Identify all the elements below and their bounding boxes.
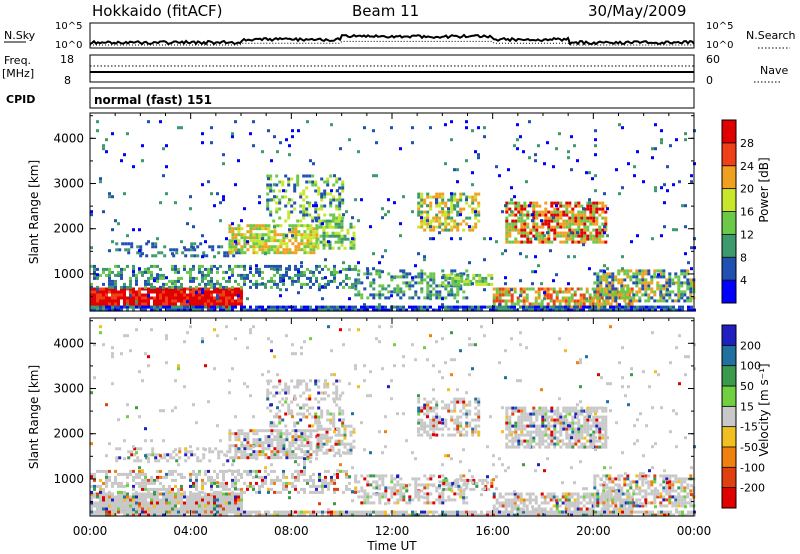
colorbar-segment <box>722 447 736 468</box>
power-heatmap <box>90 120 696 312</box>
noise-tick-bottom: 10^0 <box>55 40 82 51</box>
nave-tick-bottom: 0 <box>706 74 713 87</box>
colorbar-segment <box>722 325 736 346</box>
velocity-colorbar: 200 100 50 15 -15 -50 -100 -200 <box>721 324 765 509</box>
y-tick-label: 1000 <box>53 472 84 486</box>
colorbar-segment <box>722 280 736 304</box>
cpid-label: CPID <box>6 93 35 106</box>
colorbar-segment <box>722 211 736 235</box>
noise-tick-top-right: 10^5 <box>706 21 733 32</box>
x-axis: 00:00 04:00 08:00 12:00 16:00 20:00 00:00 <box>73 113 712 538</box>
velocity-colorbar-label: Velocity [m s⁻¹] <box>757 363 771 456</box>
y-tick-label: 3000 <box>53 382 84 396</box>
freq-tick-top: 18 <box>60 53 74 66</box>
cpid-value: normal (fast) 151 <box>94 93 212 107</box>
colorbar-segment <box>722 365 736 387</box>
x-tick-label: 04:00 <box>173 524 208 538</box>
colorbar-tick-label: 8 <box>740 251 747 264</box>
power-colorbar-label: Power [dB] <box>757 157 771 222</box>
colorbar-tick-label: 16 <box>740 206 754 219</box>
x-tick-label: 00:00 <box>73 524 108 538</box>
colorbar-tick-label: 24 <box>740 160 754 173</box>
colorbar-tick-label: 15 <box>740 400 754 413</box>
freq-label: Freq. <box>4 54 31 67</box>
colorbar-segment <box>722 467 736 489</box>
y-tick-label: 2000 <box>53 427 84 441</box>
noise-search-series <box>90 40 694 46</box>
colorbar-tick-label: -200 <box>740 482 765 495</box>
x-axis-label: Time UT <box>366 539 417 553</box>
date-label: 30/May/2009 <box>588 2 686 20</box>
x-tick-label: 16:00 <box>475 524 510 538</box>
velocity-ylabel: Slant Range [km] <box>27 365 41 469</box>
nave-tick-top: 60 <box>706 53 720 66</box>
colorbar-tick-label: -100 <box>740 461 765 474</box>
radar-title: Hokkaido (fitACF) <box>92 2 223 20</box>
velocity-panel: 1000 2000 3000 4000 Slant Range [km] 200 100… <box>27 317 771 517</box>
colorbar-segment <box>722 142 736 167</box>
noise-tick-top: 10^5 <box>55 21 82 32</box>
freq-unit-label: [MHz] <box>2 67 34 80</box>
colorbar-segment <box>722 345 736 367</box>
colorbar-tick-label: -15 <box>740 421 758 434</box>
noise-panel: N.Sky 10^5 10^0 10^5 10^0 N.Search <box>4 21 796 51</box>
beam-label: Beam 11 <box>352 2 419 20</box>
colorbar-tick-label: 20 <box>740 183 754 196</box>
colorbar-segment <box>722 487 736 509</box>
y-tick-label: 4000 <box>53 131 84 145</box>
y-tick-label: 4000 <box>53 336 84 350</box>
power-panel: 1000 2000 3000 4000 Slant Range [km] 4 8 12 16… <box>27 112 771 312</box>
noise-tick-bottom-right: 10^0 <box>706 40 733 51</box>
colorbar-segment <box>722 386 736 407</box>
colorbar-segment <box>722 120 736 144</box>
x-tick-label: 12:00 <box>375 524 410 538</box>
colorbar-tick-label: 100 <box>740 360 761 373</box>
y-tick-label: 2000 <box>53 222 84 236</box>
power-ylabel: Slant Range [km] <box>27 160 41 264</box>
colorbar-segment <box>722 257 736 281</box>
colorbar-tick-label: 12 <box>740 228 754 241</box>
colorbar-segment <box>722 426 736 448</box>
x-tick-label: 00:00 <box>677 524 712 538</box>
colorbar-segment <box>722 234 736 258</box>
cpid-panel: CPID normal (fast) 151 <box>6 87 695 109</box>
colorbar-segment <box>722 406 736 428</box>
colorbar-tick-label: 50 <box>740 380 754 393</box>
colorbar-tick-label: 4 <box>740 274 747 287</box>
noise-search-label: N.Search <box>746 29 796 42</box>
colorbar-tick-label: 28 <box>740 137 754 150</box>
colorbar-segment <box>722 165 736 190</box>
colorbar-segment <box>722 188 736 212</box>
freq-tick-bottom: 8 <box>64 74 71 87</box>
colorbar-tick-label: 200 <box>740 339 761 352</box>
noise-sky-series <box>89 33 695 46</box>
x-tick-label: 08:00 <box>274 524 309 538</box>
colorbar-tick-label: -50 <box>740 441 758 454</box>
noise-sky-label: N.Sky <box>4 29 36 42</box>
velocity-heatmap <box>90 325 696 517</box>
frequency-panel: Freq. [MHz] 18 8 60 0 Nave <box>2 53 788 87</box>
y-tick-label: 3000 <box>53 177 84 191</box>
y-tick-label: 1000 <box>53 267 84 281</box>
power-colorbar: 4 8 12 16 20 24 28 <box>721 119 754 304</box>
x-tick-label: 20:00 <box>576 524 611 538</box>
nave-label: Nave <box>760 64 788 77</box>
